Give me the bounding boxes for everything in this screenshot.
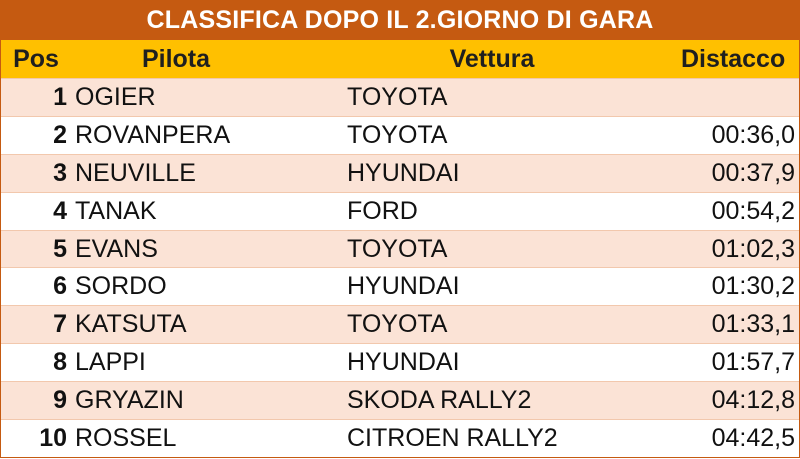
cell-vettura: CITROEN RALLY2	[347, 424, 558, 453]
cell-pilota: GRYAZIN	[75, 386, 184, 415]
table-row: 6 SORDO HYUNDAI 01:30,2	[1, 267, 799, 306]
header-distacco: Distacco	[681, 40, 799, 78]
cell-vettura: FORD	[347, 196, 418, 225]
table-row: 2 ROVANPERA TOYOTA 00:36,0	[1, 115, 799, 154]
cell-pos: 7	[53, 310, 67, 339]
cell-pilota: ROVANPERA	[75, 120, 231, 149]
cell-pilota: ROSSEL	[75, 424, 177, 453]
cell-distacco: 00:37,9	[711, 158, 795, 187]
cell-pilota: LAPPI	[75, 348, 146, 377]
cell-distacco: 01:57,7	[711, 348, 795, 377]
cell-pilota: TANAK	[75, 196, 157, 225]
cell-pos: 10	[39, 424, 67, 453]
cell-distacco: 00:54,2	[711, 196, 795, 225]
table-row: 10 ROSSEL CITROEN RALLY2 04:42,5	[1, 419, 799, 457]
cell-vettura: SKODA RALLY2	[347, 386, 532, 415]
cell-vettura: TOYOTA	[347, 234, 448, 263]
cell-pos: 9	[53, 386, 67, 415]
cell-distacco: 01:33,1	[711, 310, 795, 339]
cell-pilota: OGIER	[75, 83, 156, 111]
cell-distacco: 00:36,0	[711, 120, 795, 149]
table-row: 5 EVANS TOYOTA 01:02,3	[1, 229, 799, 268]
cell-pos: 2	[53, 120, 67, 149]
cell-pos: 8	[53, 348, 67, 377]
cell-distacco: 04:42,5	[711, 424, 795, 453]
cell-vettura: TOYOTA	[347, 310, 448, 339]
cell-pos: 3	[53, 158, 67, 187]
cell-pilota: NEUVILLE	[75, 158, 196, 187]
cell-vettura: HYUNDAI	[347, 272, 460, 301]
header-row: Pos Pilota Vettura Distacco	[1, 40, 799, 78]
table-row: 4 TANAK FORD 00:54,2	[1, 191, 799, 230]
table-title: CLASSIFICA DOPO IL 2.GIORNO DI GARA	[1, 0, 799, 40]
cell-vettura: TOYOTA	[347, 120, 448, 149]
cell-pos: 5	[53, 234, 67, 263]
cell-pos: 4	[53, 196, 67, 225]
table-row: 9 GRYAZIN SKODA RALLY2 04:12,8	[1, 381, 799, 420]
cell-distacco	[681, 79, 799, 116]
cell-vettura: HYUNDAI	[347, 158, 460, 187]
table-row: 8 LAPPI HYUNDAI 01:57,7	[1, 343, 799, 382]
header-vettura: Vettura	[449, 45, 535, 73]
cell-pilota: SORDO	[75, 272, 167, 301]
cell-pos: 6	[53, 272, 67, 301]
header-distacco-label: Distacco	[681, 45, 786, 73]
cell-vettura: HYUNDAI	[347, 348, 460, 377]
table-row: 1 OGIER TOYOTA	[1, 78, 799, 116]
cell-pilota: KATSUTA	[75, 310, 187, 339]
cell-distacco: 01:30,2	[711, 272, 795, 301]
header-pos: Pos	[13, 45, 59, 73]
cell-distacco: 01:02,3	[711, 234, 795, 263]
table-row: 3 NEUVILLE HYUNDAI 00:37,9	[1, 153, 799, 192]
cell-vettura: TOYOTA	[347, 83, 448, 111]
table-row: 7 KATSUTA TOYOTA 01:33,1	[1, 305, 799, 344]
cell-distacco: 04:12,8	[711, 386, 795, 415]
cell-pos: 1	[53, 83, 67, 111]
cell-pilota: EVANS	[75, 234, 158, 263]
header-pilota: Pilota	[141, 45, 211, 73]
